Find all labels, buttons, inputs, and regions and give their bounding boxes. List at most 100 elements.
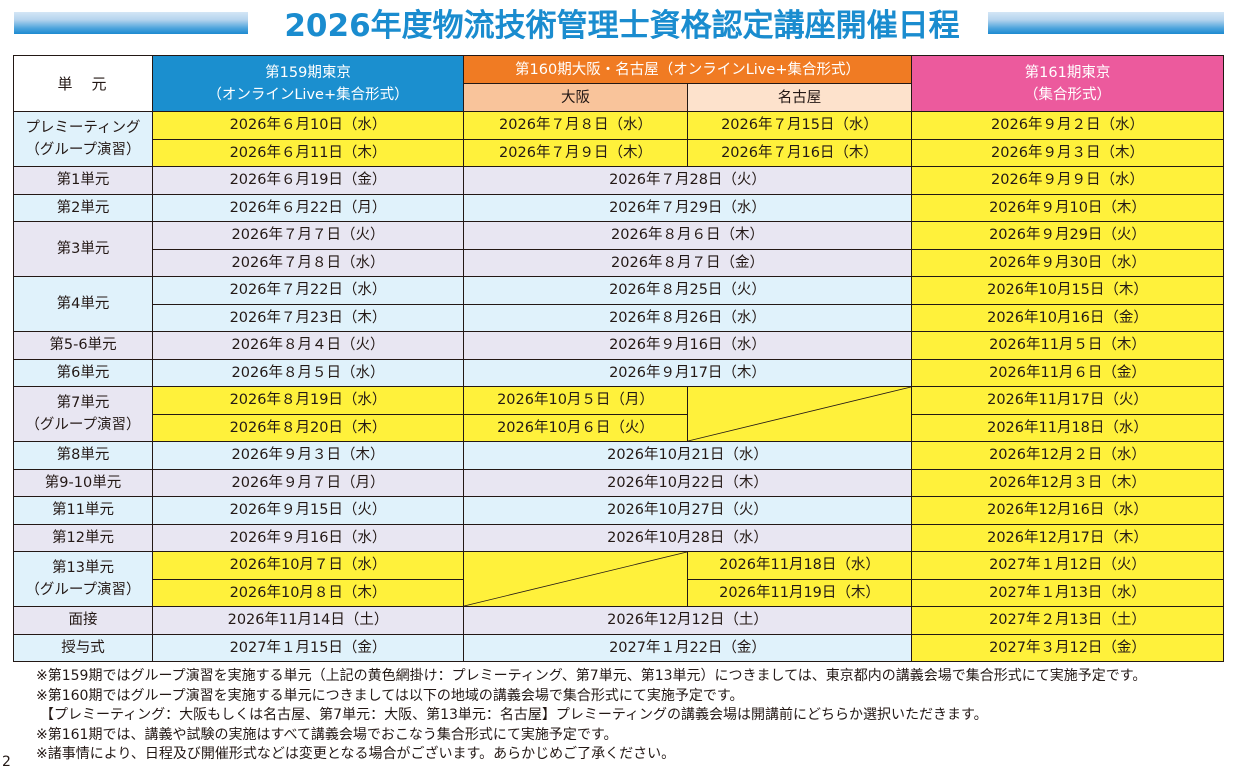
- footnotes: ※第159期ではグループ演習を実施する単元（上記の黄色網掛け：プレミーティング、…: [36, 667, 1226, 765]
- header-unit: 単 元: [13, 55, 153, 112]
- page-number: 2: [2, 754, 11, 768]
- unit-cell: 授与式: [13, 633, 153, 662]
- table-row: 第5-6単元 2026年８月４日（火） 2026年９月16日（水） 2026年1…: [13, 331, 1224, 360]
- unit-name: 第7単元: [56, 395, 110, 411]
- date-cell: 2026年９月16日（水）: [463, 331, 912, 360]
- date-cell: 2026年９月９日（水）: [911, 166, 1224, 195]
- date-cell: 2026年11月18日（水）: [911, 413, 1224, 442]
- date-cell: 2026年９月15日（火）: [152, 496, 464, 525]
- date-cell: 2026年10月27日（火）: [463, 496, 912, 525]
- date-cell: 2026年７月29日（水）: [463, 193, 912, 222]
- header-nagoya: 名古屋: [687, 83, 912, 112]
- date-cell: 2026年９月２日（水）: [911, 111, 1224, 140]
- term159-title: 第159期東京: [265, 64, 351, 81]
- date-cell: 2026年６月11日（木）: [152, 138, 464, 167]
- date-cell: 2026年７月22日（水）: [152, 276, 464, 305]
- date-cell: 2026年10月７日（水）: [152, 551, 464, 580]
- date-cell: 2026年９月10日（木）: [911, 193, 1224, 222]
- date-cell: 2026年６月10日（水）: [152, 111, 464, 140]
- date-cell: 2027年２月13日（土）: [911, 606, 1224, 635]
- date-cell: 2026年11月19日（木）: [687, 578, 912, 607]
- table-row: 面接 2026年11月14日（土） 2026年12月12日（土） 2027年２月…: [13, 606, 1224, 635]
- date-cell: 2026年７月８日（水）: [463, 111, 688, 140]
- unit-cell: 第6単元: [13, 358, 153, 387]
- table-row: 第1単元 2026年６月19日（金） 2026年７月28日（火） 2026年９月…: [13, 166, 1224, 195]
- date-cell: 2026年10月６日（火）: [463, 413, 688, 442]
- unit-name: プレミーティング: [25, 120, 141, 136]
- diagonal-slash-icon: [464, 552, 687, 606]
- table-row: 2026年６月11日（木） 2026年７月９日（木） 2026年７月16日（木）…: [14, 138, 1224, 167]
- date-cell: 2026年８月19日（水）: [152, 386, 464, 415]
- table-row: 第13単元 （グループ演習） 2026年10月７日（水） 2026年11月18日（…: [13, 551, 1224, 607]
- date-cell: 2026年９月30日（水）: [911, 248, 1224, 277]
- date-cell: 2026年７月16日（木）: [687, 138, 912, 167]
- date-cell: 2026年10月15日（木）: [911, 276, 1224, 305]
- date-cell: 2026年９月29日（火）: [911, 221, 1224, 250]
- table-row: 第8単元 2026年９月３日（木） 2026年10月21日（水） 2026年12…: [13, 441, 1224, 470]
- date-cell: 2026年10月８日（木）: [152, 578, 464, 607]
- date-cell: 2026年10月５日（月）: [463, 386, 688, 415]
- header-term159: 第159期東京 （オンラインLive+集合形式）: [152, 55, 464, 112]
- unit-cell: 第4単元: [13, 276, 153, 332]
- table-row: 2026年７月23日（木） 2026年８月26日（水） 2026年10月16日（…: [14, 303, 1224, 332]
- unit-cell: 第9-10単元: [13, 468, 153, 497]
- unit-cell: 第5-6単元: [13, 331, 153, 360]
- note: ※諸事情により、日程及び開催形式などは変更となる場合がございます。あらかじめご了…: [36, 746, 676, 762]
- date-cell: 2026年11月17日（火）: [911, 386, 1224, 415]
- date-cell: 2026年10月28日（水）: [463, 523, 912, 552]
- date-cell: 2026年11月５日（木）: [911, 331, 1224, 360]
- title-decoration-left: [14, 12, 248, 34]
- table-row: プレミーティング （グループ演習） 2026年６月10日（水） 2026年７月８日…: [13, 111, 1224, 167]
- term161-format: （集合形式）: [1024, 86, 1111, 103]
- date-cell: 2026年７月28日（火）: [463, 166, 912, 195]
- unit-cell: 第7単元 （グループ演習）: [13, 386, 153, 442]
- table-row: 2026年７月８日（水） 2026年８月７日（金） 2026年９月30日（水）: [14, 248, 1224, 277]
- table-row: 第3単元 2026年７月７日（火） 2026年８月６日（木） 2026年９月29…: [13, 221, 1224, 277]
- date-cell: 2026年７月23日（木）: [152, 303, 464, 332]
- date-cell: 2026年12月３日（木）: [911, 468, 1224, 497]
- schedule-table: 単 元 第159期東京 （オンラインLive+集合形式） 第160期大阪・名古屋（…: [13, 55, 1224, 662]
- date-cell: 2026年８月６日（木）: [463, 221, 912, 250]
- table-row: 2026年10月８日（木） 2026年11月19日（木） 2027年１月13日（…: [14, 578, 1224, 607]
- header-row: 単 元 第159期東京 （オンラインLive+集合形式） 第160期大阪・名古屋（…: [13, 55, 1224, 112]
- page-title: 2026年度物流技術管理士資格認定講座開催日程: [284, 8, 960, 44]
- unit-cell: 第2単元: [13, 193, 153, 222]
- unit-cell: 第13単元 （グループ演習）: [13, 551, 153, 607]
- date-cell: 2026年９月７日（月）: [152, 468, 464, 497]
- date-cell: 2026年８月７日（金）: [463, 248, 912, 277]
- date-cell: 2026年６月19日（金）: [152, 166, 464, 195]
- date-cell: 2026年12月２日（水）: [911, 441, 1224, 470]
- date-cell: 2026年７月９日（木）: [463, 138, 688, 167]
- date-cell: 2026年12月12日（土）: [463, 606, 912, 635]
- date-cell: 2026年８月４日（火）: [152, 331, 464, 360]
- date-cell: 2026年11月６日（金）: [911, 358, 1224, 387]
- note: ※第161期では、講義や試験の実施はすべて講義会場でおこなう集合形式にて実施予定…: [36, 726, 618, 743]
- header-term161: 第161期東京 （集合形式）: [911, 55, 1224, 112]
- unit-cell: 面接: [13, 606, 153, 635]
- date-cell: 2026年10月16日（金）: [911, 303, 1224, 332]
- unit-sub: （グループ演習）: [25, 417, 141, 433]
- unit-cell: プレミーティング （グループ演習）: [13, 111, 153, 167]
- header-term160: 第160期大阪・名古屋（オンラインLive+集合形式）: [463, 55, 912, 84]
- date-cell: 2026年11月18日（水）: [687, 551, 912, 580]
- diagonal-slash-icon: [688, 387, 911, 441]
- unit-sub: （グループ演習）: [25, 582, 141, 598]
- date-cell: 2027年１月12日（火）: [911, 551, 1224, 580]
- date-cell: 2027年１月13日（水）: [911, 578, 1224, 607]
- date-cell: 2026年７月７日（火）: [152, 221, 464, 250]
- date-cell: 2026年９月16日（水）: [152, 523, 464, 552]
- unit-cell: 第11単元: [13, 496, 153, 525]
- date-cell: 2026年８月５日（水）: [152, 358, 464, 387]
- unit-cell: 第12単元: [13, 523, 153, 552]
- date-cell: 2026年７月８日（水）: [152, 248, 464, 277]
- table-row: 2026年８月20日（木） 2026年10月６日（火） 2026年11月18日（…: [14, 413, 1224, 442]
- date-cell: 2026年11月14日（土）: [152, 606, 464, 635]
- date-cell: 2026年12月16日（水）: [911, 496, 1224, 525]
- date-cell: 2026年８月25日（火）: [463, 276, 912, 305]
- date-cell: 2027年１月22日（金）: [463, 633, 912, 662]
- table-row: 第4単元 2026年７月22日（水） 2026年８月25日（火） 2026年10…: [13, 276, 1224, 332]
- date-cell: 2026年９月17日（木）: [463, 358, 912, 387]
- table-row: 第6単元 2026年８月５日（水） 2026年９月17日（木） 2026年11月…: [13, 358, 1224, 387]
- table-row: 第9-10単元 2026年９月７日（月） 2026年10月22日（木） 2026…: [13, 468, 1224, 497]
- unit-cell: 第1単元: [13, 166, 153, 195]
